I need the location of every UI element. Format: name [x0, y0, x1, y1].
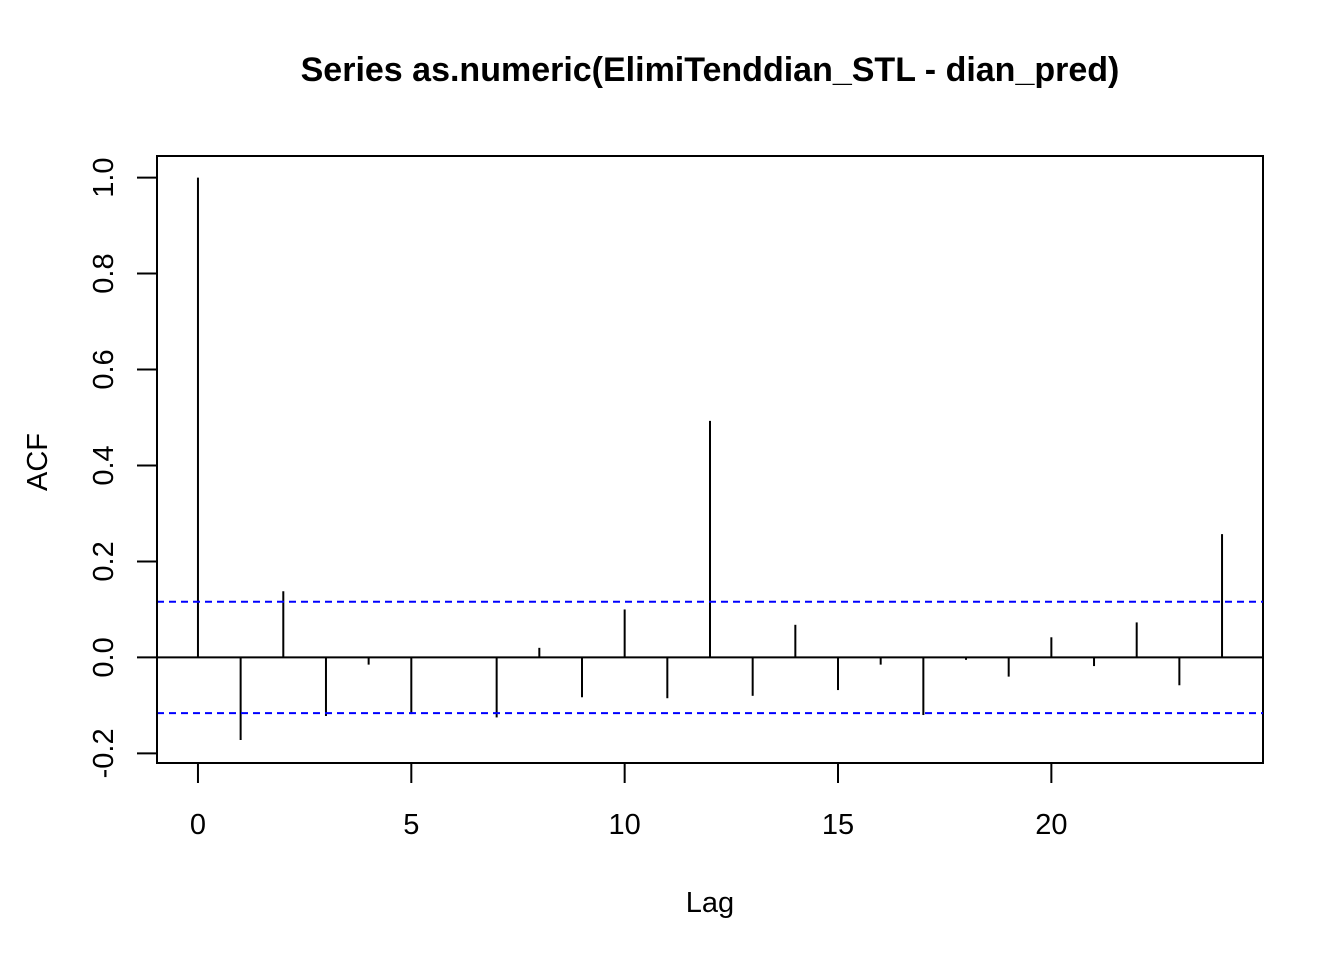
x-axis-label: Lag — [686, 887, 734, 919]
x-tick-label-10: 10 — [609, 809, 641, 841]
x-axis: 0 5 10 15 20 — [190, 762, 1067, 841]
y-tick-label-0.4: 0.4 — [88, 445, 120, 485]
y-axis: -0.2 0.0 0.2 0.4 0.6 0.8 1.0 — [88, 157, 158, 778]
x-tick-label-0: 0 — [190, 809, 206, 841]
x-tick-label-20: 20 — [1035, 809, 1067, 841]
confidence-bands — [157, 600, 1263, 715]
y-tick-label-0.6: 0.6 — [88, 349, 120, 389]
y-tick-label-0: 0.0 — [88, 637, 120, 677]
x-tick-label-15: 15 — [822, 809, 854, 841]
y-tick-label-0.2: 0.2 — [88, 541, 120, 581]
y-tick-label--0.2: -0.2 — [88, 728, 120, 778]
acf-bars — [157, 177, 1263, 740]
y-tick-label-1: 1.0 — [88, 157, 120, 197]
y-tick-label-0.8: 0.8 — [88, 253, 120, 293]
y-axis-label: ACF — [22, 433, 54, 491]
x-tick-label-5: 5 — [403, 809, 419, 841]
chart-title: Series as.numeric(ElimiTenddian_STL - di… — [301, 51, 1120, 89]
